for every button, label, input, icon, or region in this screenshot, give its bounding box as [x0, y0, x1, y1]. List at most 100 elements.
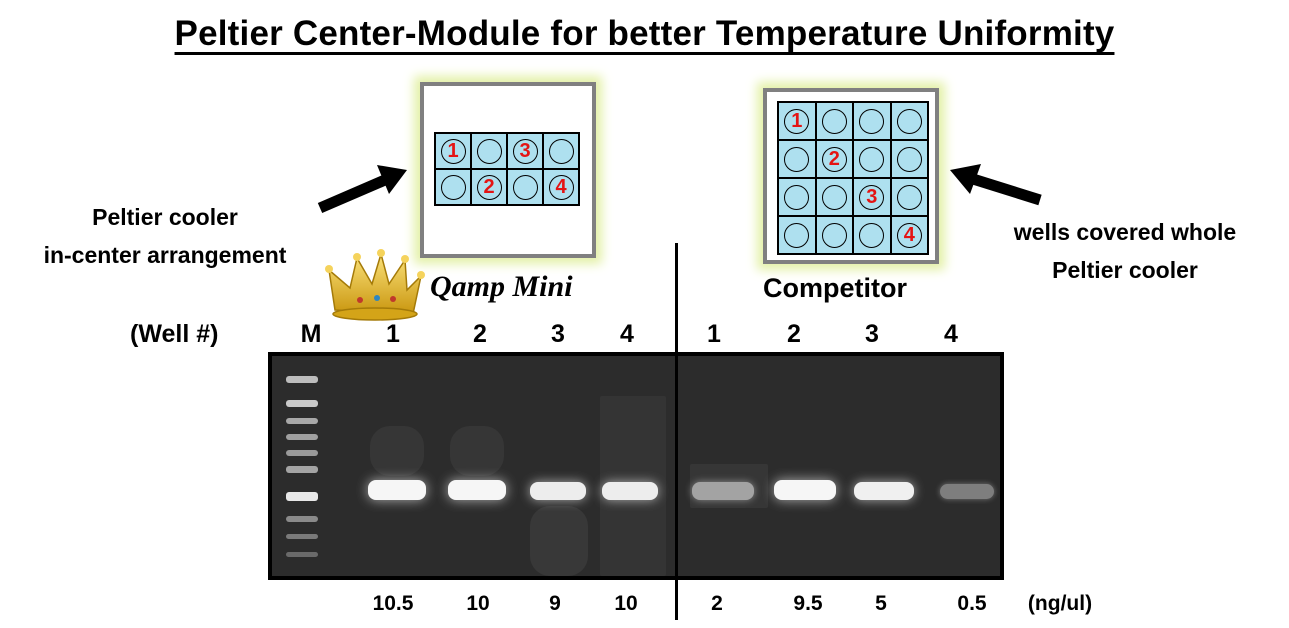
right-well-cell: 2: [815, 140, 853, 178]
well-circle-icon: [821, 108, 847, 134]
right-well-cell: [778, 216, 816, 254]
right-well-cell: 3: [853, 178, 891, 216]
band-right-3: [854, 482, 914, 500]
well-circle-icon: [896, 146, 922, 172]
right-well-cell: [890, 140, 928, 178]
ladder-band: [286, 552, 318, 557]
right-well-cell: [853, 102, 891, 140]
ladder-band: [286, 466, 318, 473]
conc-right-4: 0.5: [957, 592, 987, 615]
band-left-1: [368, 480, 426, 500]
left-well-cell: [471, 133, 507, 169]
well-circle-icon: [548, 138, 574, 164]
band-left-2: [448, 480, 506, 500]
conc-right-2: 9.5: [793, 592, 823, 615]
well-circle-icon: [476, 138, 502, 164]
band-left-4: [602, 482, 658, 500]
ladder-band: [286, 516, 318, 522]
ladder-band: [286, 434, 318, 440]
lane-label-left-1: 1: [386, 320, 400, 348]
left-caption-line2: in-center arrangement: [43, 242, 287, 268]
ladder-band: [286, 492, 318, 501]
right-module-caption: wells covered whole Peltier cooler: [980, 213, 1270, 289]
well-circle-icon: [784, 222, 810, 248]
left-well-cell: [435, 169, 471, 205]
right-well-cell: [853, 140, 891, 178]
well-circle-icon: [859, 108, 885, 134]
well-circle-icon: [859, 222, 885, 248]
conc-right-1: 2: [711, 592, 723, 615]
lane-smear: [370, 426, 424, 476]
right-well-cell: [890, 178, 928, 216]
arrow-left-icon: [950, 164, 1042, 206]
well-circle-icon: 4: [896, 222, 922, 248]
lane-label-right-2: 2: [787, 320, 801, 348]
left-well-cell: 1: [435, 133, 471, 169]
lane-label-right-1: 1: [707, 320, 721, 348]
well-circle-icon: [512, 174, 538, 200]
well-circle-icon: 4: [548, 174, 574, 200]
lane-label-left-4: 4: [620, 320, 634, 348]
well-circle-icon: 3: [512, 138, 538, 164]
crown-icon: [325, 249, 425, 321]
lane-label-left-2: 2: [473, 320, 487, 348]
right-well-cell: [890, 102, 928, 140]
left-well-cell: [507, 169, 543, 205]
lane-label-left-3: 3: [551, 320, 565, 348]
right-well-cell: [778, 140, 816, 178]
right-well-cell: 4: [890, 216, 928, 254]
well-circle-icon: [821, 184, 847, 210]
lane-label-right-4: 4: [944, 320, 958, 348]
well-circle-icon: [859, 146, 885, 172]
left-well-cell: [543, 133, 579, 169]
conc-left-3: 9: [549, 592, 561, 615]
right-well-cell: [778, 178, 816, 216]
left-caption-line1: Peltier cooler: [92, 204, 238, 230]
arrow-right-icon: [317, 165, 407, 214]
ladder-band: [286, 534, 318, 539]
right-well-cell: [815, 216, 853, 254]
lane-smear: [450, 426, 504, 476]
page-title: Peltier Center-Module for better Tempera…: [174, 14, 1115, 53]
right-well-cell: 1: [778, 102, 816, 140]
right-well-cell: [815, 102, 853, 140]
well-circle-icon: [896, 184, 922, 210]
well-circle-icon: 1: [440, 138, 466, 164]
right-well-cell: [815, 178, 853, 216]
gel-image: [268, 352, 1004, 580]
right-well-cell: [853, 216, 891, 254]
lane-smear: [530, 506, 588, 576]
well-number-label: (Well #): [130, 320, 219, 348]
conc-right-3: 5: [875, 592, 887, 615]
concentration-unit: (ng/ul): [1027, 592, 1093, 615]
ladder-band: [286, 376, 318, 383]
lane-label-right-3: 3: [865, 320, 879, 348]
left-well-cell: 4: [543, 169, 579, 205]
ladder-band: [286, 450, 318, 456]
left-well-cell: 2: [471, 169, 507, 205]
well-circle-icon: [784, 184, 810, 210]
well-circle-icon: 3: [859, 184, 885, 210]
band-right-4: [940, 484, 994, 499]
conc-left-1: 10.5: [372, 592, 414, 615]
conc-left-2: 10: [466, 592, 490, 615]
well-circle-icon: 2: [476, 174, 502, 200]
left-module-caption: Peltier cooler in-center arrangement: [20, 198, 310, 274]
band-right-1: [692, 482, 754, 500]
right-caption-line2: Peltier cooler: [1052, 257, 1198, 283]
conc-left-4: 10: [614, 592, 638, 615]
well-circle-icon: [896, 108, 922, 134]
competitor-label: Competitor: [763, 273, 907, 303]
right-caption-line1: wells covered whole: [1013, 219, 1237, 245]
well-circle-icon: [784, 146, 810, 172]
well-circle-icon: 1: [784, 108, 810, 134]
left-well-cell: 3: [507, 133, 543, 169]
well-circle-icon: [821, 222, 847, 248]
comparison-divider: [675, 243, 678, 620]
ladder-band: [286, 418, 318, 424]
band-right-2: [774, 480, 836, 500]
